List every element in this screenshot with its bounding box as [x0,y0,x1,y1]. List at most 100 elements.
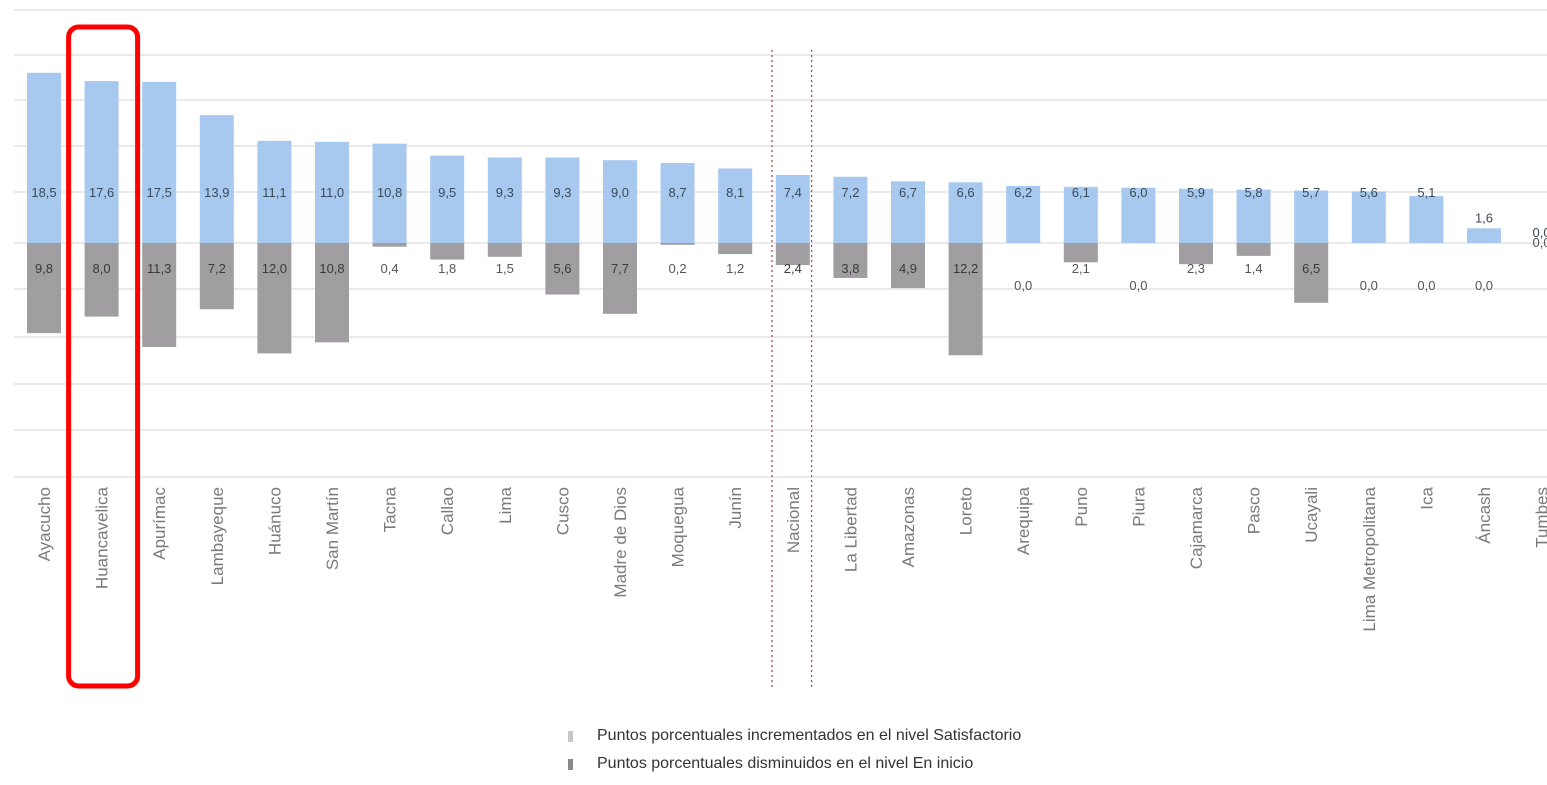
data-label-satisfactorio: 6,6 [957,185,975,200]
data-label-satisfactorio: 7,4 [784,185,802,200]
data-label-en-inicio: 7,7 [611,261,629,276]
category-label: Ucayali [1302,487,1321,543]
bar-en-inicio [833,243,868,278]
category-label: Ayacucho [35,487,54,561]
bar-satisfactorio [430,155,465,243]
bar-en-inicio [1063,243,1098,263]
bar-en-inicio [545,243,580,295]
data-label-en-inicio: 1,8 [438,261,456,276]
data-label-satisfactorio: 5,7 [1302,185,1320,200]
category-label: La Libertad [841,487,860,572]
category-label: Huánuco [265,487,284,555]
data-label-en-inicio: 1,5 [496,261,514,276]
data-label-satisfactorio: 5,9 [1187,185,1205,200]
category-label: Moquegua [669,486,688,567]
data-label-satisfactorio: 5,1 [1417,185,1435,200]
data-label-en-inicio: 4,9 [899,261,917,276]
category-label: Lima [496,486,515,523]
bar-satisfactorio [891,181,925,243]
category-label: Ica [1417,486,1436,509]
data-label-satisfactorio: 10,8 [377,185,402,200]
bar-en-inicio [1294,243,1329,303]
series-en-inicio [27,243,1329,356]
category-label: Lambayeque [208,487,227,585]
data-label-en-inicio: 10,8 [319,261,344,276]
data-label-satisfactorio: 5,6 [1360,185,1378,200]
category-label: San Martín [323,487,342,570]
data-label-satisfactorio: 17,5 [147,185,172,200]
bar-en-inicio [1236,243,1271,256]
category-label: Junín [726,487,745,529]
bar-satisfactorio [27,72,61,243]
data-label-en-inicio: 3,8 [841,261,859,276]
data-label-satisfactorio: 18,5 [31,185,56,200]
data-label-en-inicio: 6,5 [1302,261,1320,276]
data-label-satisfactorio: 9,0 [611,185,629,200]
bar-satisfactorio [1236,189,1271,243]
bar-en-inicio [718,243,753,255]
data-label-en-inicio: 0,0 [1475,278,1493,293]
data-label-satisfactorio: 7,2 [841,185,859,200]
bar-en-inicio [315,243,349,343]
bar-en-inicio [372,243,407,247]
data-label-en-inicio: 2,4 [784,261,802,276]
category-label: Piura [1129,486,1148,526]
category-label: Nacional [784,487,803,553]
category-label: Tacna [381,486,400,532]
data-label-satisfactorio: 9,3 [553,185,571,200]
data-label-satisfactorio: 5,8 [1245,185,1263,200]
data-label-en-inicio: 11,3 [147,261,171,276]
data-label-en-inicio: 2,1 [1072,261,1090,276]
data-label-satisfactorio: 8,1 [726,185,744,200]
category-label: Arequipa [1014,486,1033,555]
data-label-satisfactorio: 9,5 [438,185,456,200]
category-label: Pasco [1245,487,1264,534]
bar-en-inicio [84,243,119,317]
legend-label-en-inicio: Puntos porcentuales disminuidos en el ni… [597,755,974,772]
bar-satisfactorio [660,162,695,243]
data-label-en-inicio: 9,8 [35,261,53,276]
category-label: Cusco [553,487,572,535]
bar-en-inicio [891,243,925,289]
data-label-en-inicio: 0,0 [1014,278,1032,293]
legend-item-en-inicio: Puntos porcentuales disminuidos en el ni… [568,750,1021,778]
bar-en-inicio [603,243,637,314]
highlight-box [66,24,141,689]
bar-satisfactorio [84,81,119,243]
bar-satisfactorio [833,176,868,243]
data-label-en-inicio: 0,0 [1360,278,1378,293]
bar-satisfactorio [1179,188,1213,243]
bar-satisfactorio [1409,196,1444,243]
data-labels-satisfactorio: 18,5 17,6 17,5 13,9 11,1 11,0 10,8 9,5 9,3 9,3 9,0… [31,185,1547,240]
bar-satisfactorio [1006,185,1041,243]
data-label-en-inicio: 5,6 [553,261,571,276]
bar-en-inicio [27,243,61,334]
data-label-satisfactorio: 8,7 [669,185,687,200]
data-label-en-inicio: 12,2 [953,261,978,276]
bar-en-inicio [660,243,695,245]
category-label: Puno [1072,487,1091,527]
bar-satisfactorio [718,168,753,243]
bar-satisfactorio [1351,191,1386,243]
category-label: Tumbes [1533,487,1547,548]
data-label-satisfactorio: 13,9 [204,185,229,200]
data-label-satisfactorio: 1,6 [1475,210,1493,225]
data-label-en-inicio: 1,4 [1245,261,1263,276]
highlight-rectangle [66,24,141,689]
data-label-en-inicio: 0,0 [1417,278,1435,293]
data-label-satisfactorio: 9,3 [496,185,514,200]
category-label: Apurímac [150,487,169,560]
category-label: Áncash [1475,487,1494,544]
legend-swatch-satisfactorio [568,730,573,742]
bar-satisfactorio [1467,228,1501,243]
bar-satisfactorio [142,82,177,243]
bar-satisfactorio [775,174,810,243]
category-label: Lima Metropolitana [1360,486,1379,631]
reference-lines [771,50,813,688]
legend-swatch-en-inicio [568,758,573,770]
bar-en-inicio [142,243,177,347]
bar-en-inicio [257,243,292,354]
category-label: Loreto [957,487,976,535]
bar-en-inicio [1179,243,1213,265]
